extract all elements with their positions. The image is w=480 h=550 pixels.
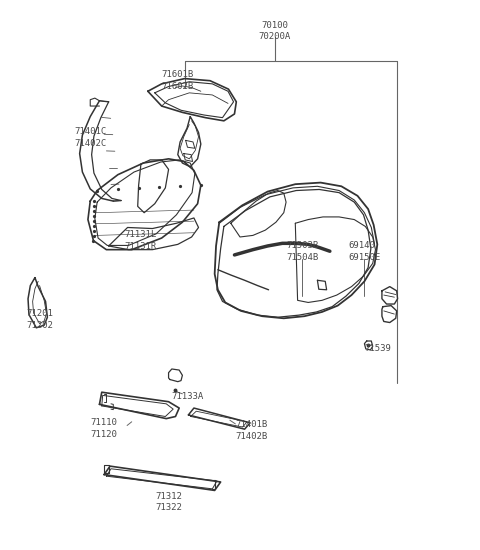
Text: 71503B
71504B: 71503B 71504B	[286, 241, 318, 262]
Text: 71312
71322: 71312 71322	[155, 492, 182, 513]
Text: 71401B
71402B: 71401B 71402B	[235, 420, 268, 441]
Text: 69140
69150E: 69140 69150E	[348, 241, 381, 262]
Text: 71131L
71131R: 71131L 71131R	[125, 230, 157, 251]
Text: 71401C
71402C: 71401C 71402C	[74, 127, 107, 148]
Text: 71133A: 71133A	[171, 392, 203, 401]
Text: 71110
71120: 71110 71120	[91, 417, 118, 438]
Text: 71601B
71602B: 71601B 71602B	[162, 70, 194, 91]
Text: 71201
71202: 71201 71202	[26, 310, 53, 331]
Text: 70100
70200A: 70100 70200A	[258, 21, 291, 41]
Text: 71539: 71539	[365, 344, 392, 354]
